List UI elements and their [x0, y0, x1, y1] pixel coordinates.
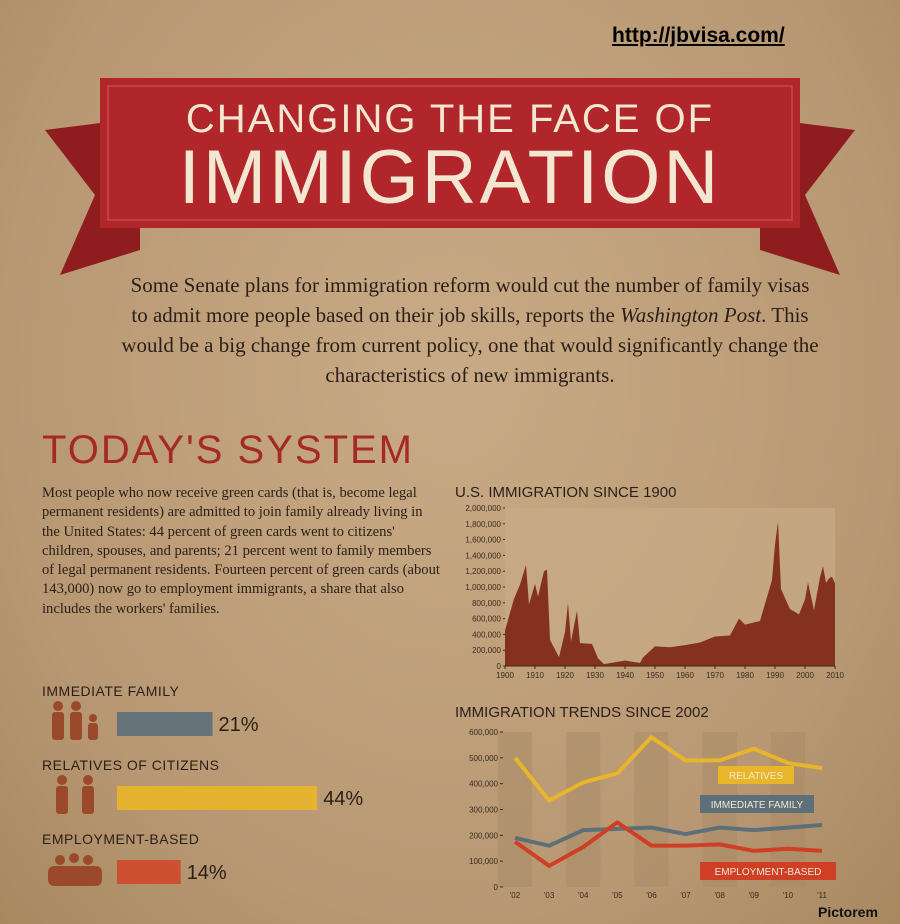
stripe [634, 732, 669, 887]
y-tick-label: 1,200,000 [465, 567, 501, 576]
y-tick-label: 1,400,000 [465, 551, 501, 560]
y-tick-label: 2,000,000 [465, 504, 501, 513]
bar-label: EMPLOYMENT-BASED [42, 831, 199, 847]
x-tick-label: 1920 [556, 671, 574, 680]
y-tick-label: 600,000 [472, 615, 501, 624]
banner-line1: CHANGING THE FACE OF [186, 97, 714, 141]
x-tick-label: '04 [578, 891, 589, 900]
intro-text: Some Senate plans for immigration reform… [130, 273, 810, 327]
x-tick-label: '09 [749, 891, 760, 900]
watermark: Pictorem [818, 904, 878, 920]
banner: CHANGING THE FACE OF IMMIGRATION [45, 78, 855, 275]
y-tick-label: 0 [494, 883, 499, 892]
legend-box [718, 766, 794, 784]
bar [117, 786, 318, 810]
chart-title: IMMIGRATION TRENDS SINCE 2002 [455, 704, 709, 721]
x-tick-label: '06 [646, 891, 657, 900]
stripe [566, 732, 601, 887]
x-tick-label: 1900 [496, 671, 514, 680]
x-tick-label: 2010 [826, 671, 844, 680]
x-tick-label: '08 [714, 891, 725, 900]
x-tick-label: 1910 [526, 671, 544, 680]
value-label: 21% [219, 714, 259, 736]
line [513, 820, 823, 868]
bar-label: IMMEDIATE FAMILY [42, 683, 180, 699]
ribbon [100, 78, 800, 228]
intro-text: . This would be a big change from curren… [121, 303, 819, 387]
legend-box [700, 795, 814, 813]
legend-box [700, 862, 836, 880]
bar [117, 712, 213, 736]
y-tick-label: 800,000 [472, 599, 501, 608]
x-tick-label: 1930 [586, 671, 604, 680]
x-tick-label: 1990 [766, 671, 784, 680]
url: http://jbvisa.com/ [612, 24, 785, 47]
section-title: TODAY'S SYSTEM [42, 428, 415, 472]
y-tick-label: 1,000,000 [465, 583, 501, 592]
x-tick-label: 1940 [616, 671, 634, 680]
x-tick-label: 1960 [676, 671, 694, 680]
bar-label: RELATIVES OF CITIZENS [42, 757, 220, 773]
intro-italic: Washington Post [620, 303, 762, 327]
x-tick-label: '03 [544, 891, 555, 900]
x-tick-label: '02 [510, 891, 521, 900]
y-tick-label: 400,000 [469, 780, 498, 789]
y-tick-label: 0 [497, 662, 502, 671]
x-tick-label: '11 [817, 891, 827, 900]
y-tick-label: 500,000 [469, 754, 498, 763]
x-tick-label: 1980 [736, 671, 754, 680]
chart-title: U.S. IMMIGRATION SINCE 1900 [455, 484, 676, 501]
y-tick-label: 1,600,000 [465, 536, 501, 545]
x-tick-label: 1970 [706, 671, 724, 680]
ribbon-border [107, 85, 793, 221]
legend-label: RELATIVES [729, 771, 784, 782]
y-tick-label: 1,800,000 [465, 520, 501, 529]
stripe [497, 732, 533, 887]
legend-label: EMPLOYMENT-BASED [715, 867, 822, 878]
line [514, 823, 823, 848]
legend-label: IMMEDIATE FAMILY [711, 800, 804, 811]
line [513, 735, 823, 803]
bar [117, 860, 181, 884]
x-tick-label: 1950 [646, 671, 664, 680]
x-tick-label: 2000 [796, 671, 814, 680]
x-tick-label: '10 [783, 891, 794, 900]
y-tick-label: 200,000 [472, 646, 501, 655]
intro: Some Senate plans for immigration reform… [120, 270, 820, 390]
y-tick-label: 600,000 [469, 728, 498, 737]
y-tick-label: 200,000 [469, 831, 498, 840]
y-tick-label: 400,000 [472, 630, 501, 639]
area [505, 521, 835, 666]
x-tick-label: '05 [612, 891, 623, 900]
y-tick-label: 300,000 [469, 806, 498, 815]
x-tick-label: '07 [680, 891, 691, 900]
icons [48, 701, 102, 886]
y-tick-label: 100,000 [469, 857, 498, 866]
banner-line2: IMMIGRATION [179, 135, 721, 220]
value-label: 14% [187, 862, 227, 884]
body-text: Most people who now receive green cards … [42, 485, 440, 617]
value-label: 44% [323, 788, 363, 810]
